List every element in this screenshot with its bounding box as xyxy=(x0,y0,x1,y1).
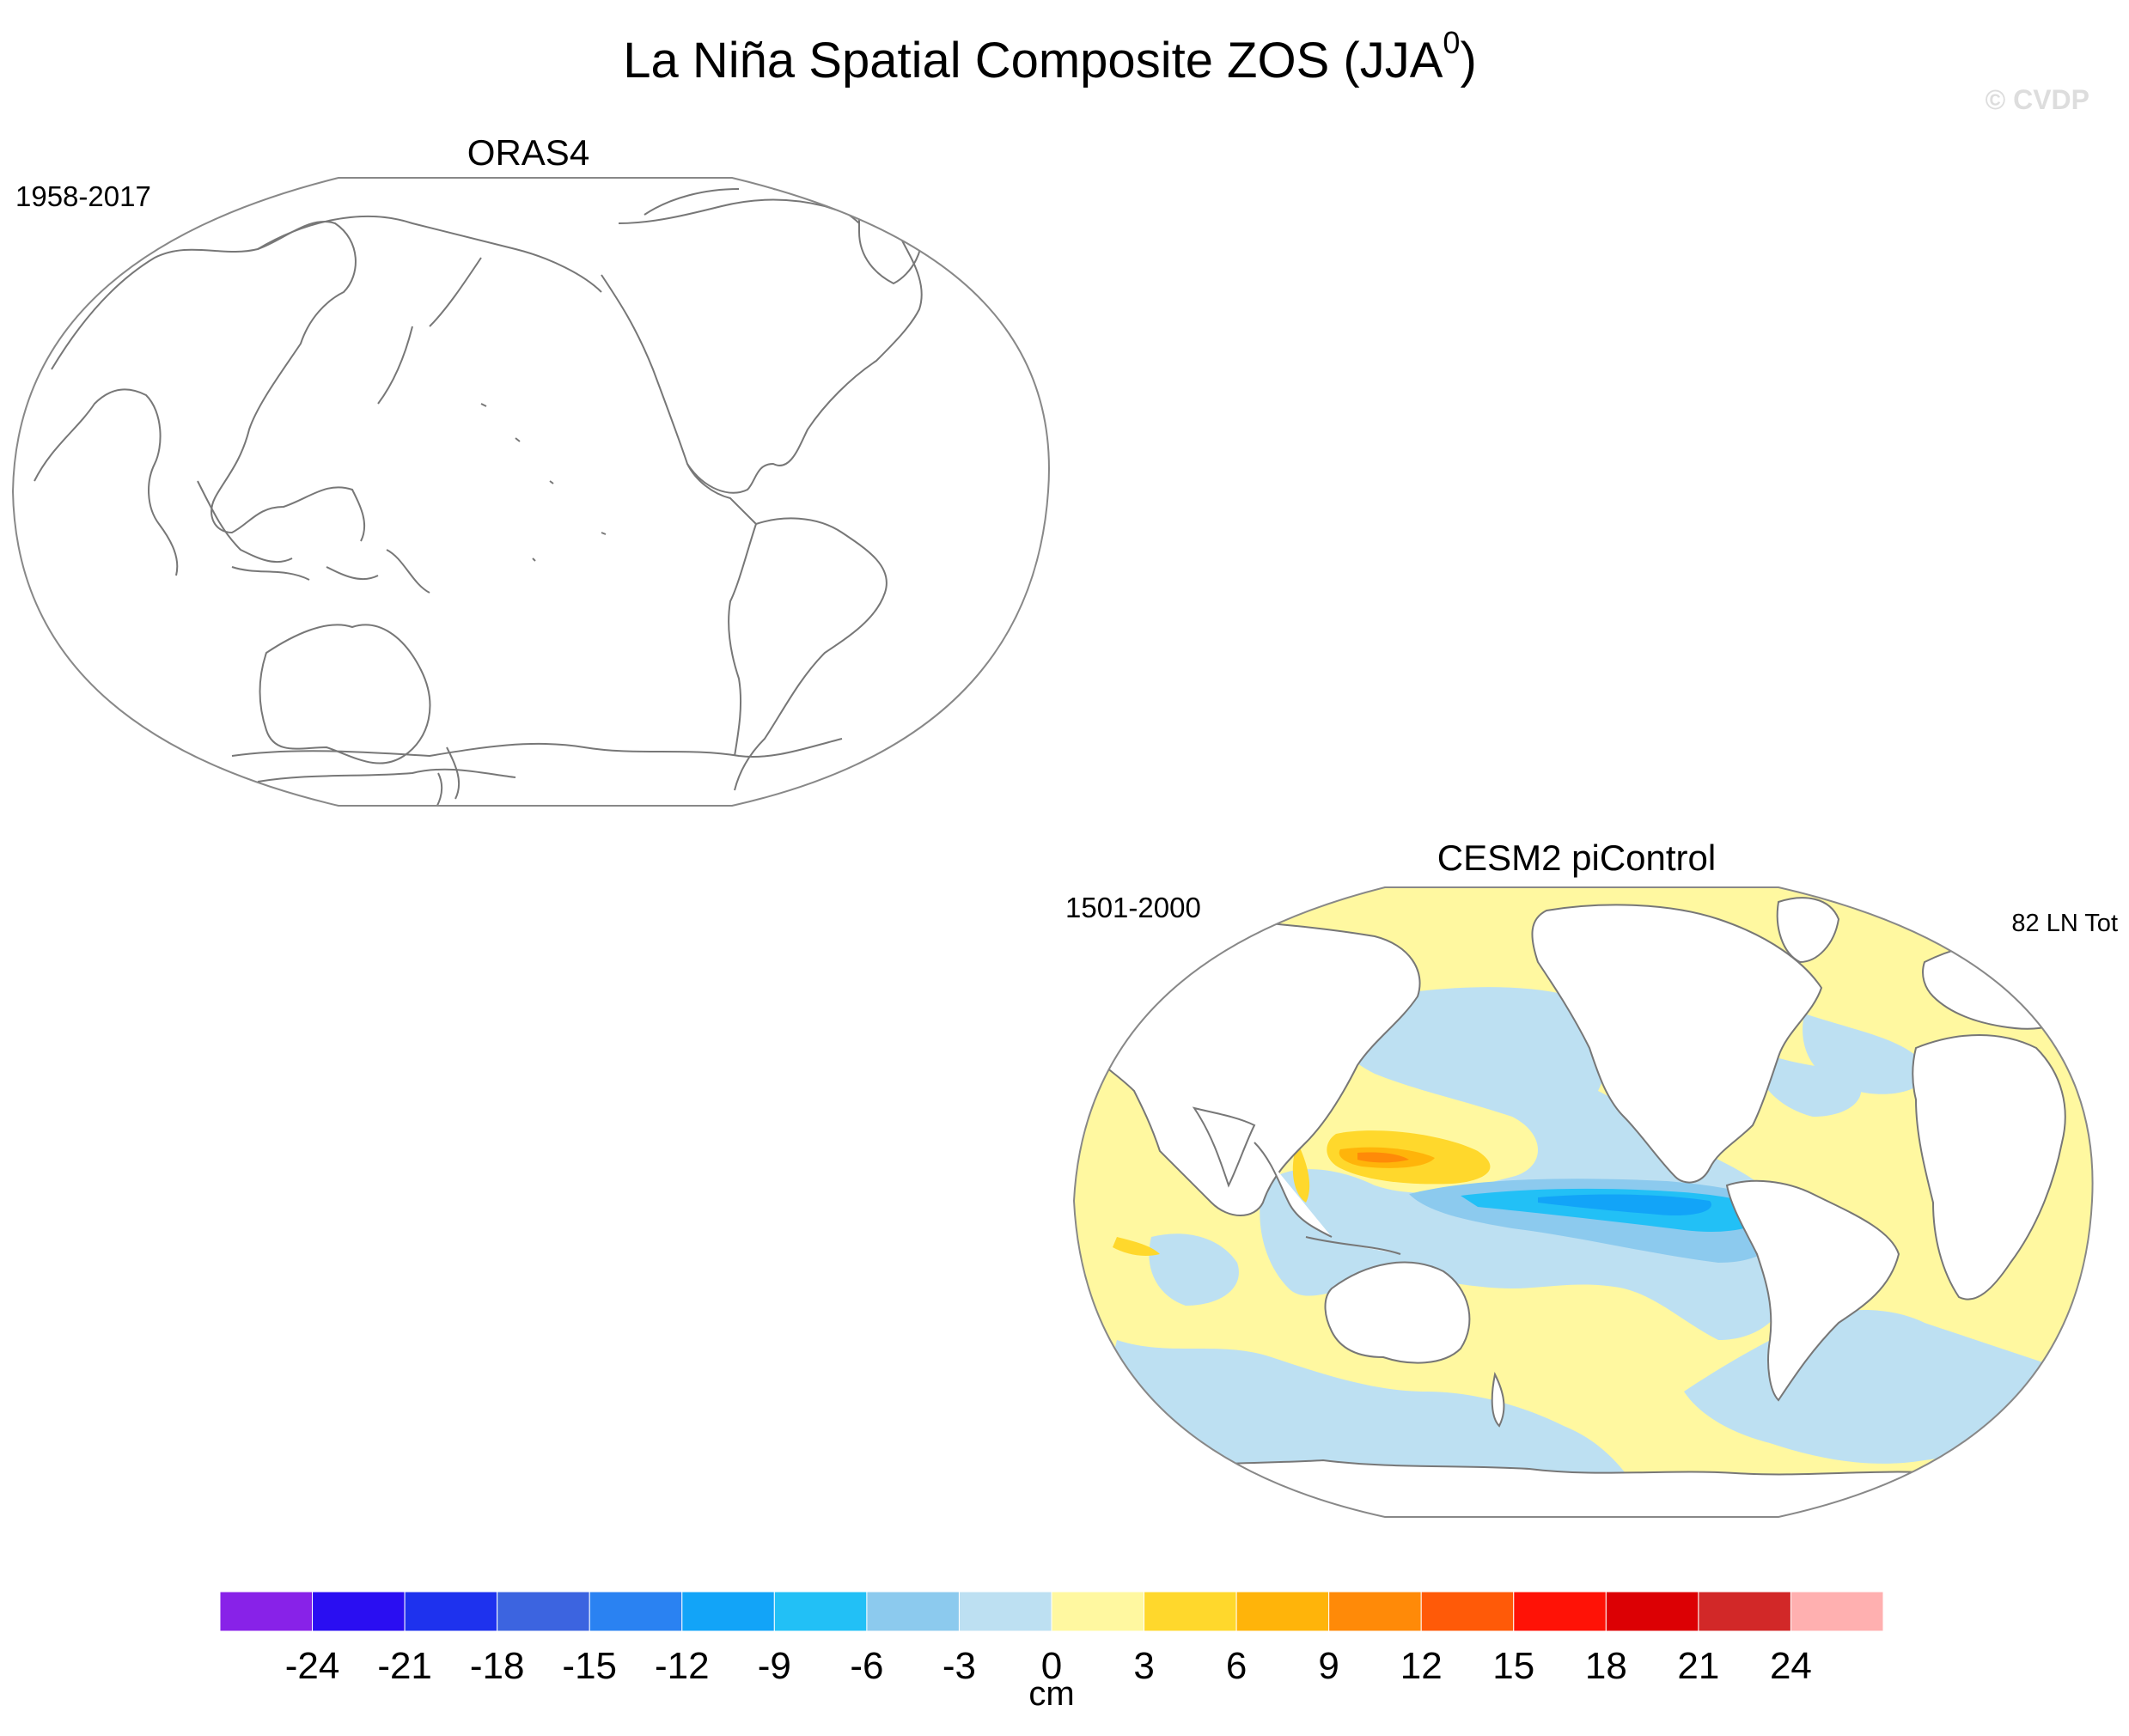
colorbar-box xyxy=(1420,1591,1515,1632)
colorbar-box xyxy=(1051,1591,1145,1632)
panel-title: CESM2 piControl xyxy=(1437,838,1716,878)
panel-title: ORAS4 xyxy=(467,132,589,173)
colorbar-box xyxy=(1235,1591,1330,1632)
colorbar-box xyxy=(958,1591,1052,1632)
colorbar-tick-label: -21 xyxy=(377,1645,432,1687)
colorbar-box xyxy=(1513,1591,1607,1632)
colorbar-box xyxy=(681,1591,775,1632)
map-frame xyxy=(11,177,1050,807)
watermark: © CVDP xyxy=(1986,84,2089,115)
colorbar-tick-label: -15 xyxy=(562,1645,617,1687)
colorbar-tick-label: 9 xyxy=(1318,1645,1339,1687)
colorbar-box xyxy=(1144,1591,1237,1632)
colorbar-tick-label: -24 xyxy=(285,1645,340,1687)
colorbar-tick-label: 15 xyxy=(1492,1645,1534,1687)
colorbar-box xyxy=(589,1591,683,1632)
colorbar-tick-label: 0 xyxy=(1041,1645,1062,1687)
panel-count: 82 LN Tot xyxy=(2011,910,2118,937)
colorbar-unit: cm xyxy=(1028,1675,1074,1713)
colorbar-tick-label: -6 xyxy=(850,1645,883,1687)
colorbar-box xyxy=(312,1591,406,1632)
colorbar-box xyxy=(1698,1591,1791,1632)
colorbar-tick-label: 3 xyxy=(1133,1645,1154,1687)
colorbar-box xyxy=(866,1591,960,1632)
map-panel-oras4: ORAS4 1958-2017 xyxy=(11,132,1050,807)
colorbar-tick-label: -18 xyxy=(470,1645,525,1687)
colorbar-labels: -24 -21 -18 -15 -12 -9 -6 -3 0 3 6 9 12 15 18 21 24 xyxy=(285,1645,1812,1687)
composite-field xyxy=(1074,887,2093,1517)
map-frame xyxy=(1072,886,2094,1518)
colorbar-tick-label: -12 xyxy=(655,1645,710,1687)
colorbar-tick-label: 6 xyxy=(1226,1645,1247,1687)
figure-title: La Niña Spatial Composite ZOS (JJA0) xyxy=(623,25,1477,88)
panel-years: 1501-2000 xyxy=(1065,892,1201,923)
colorbar-boxes xyxy=(219,1591,1884,1632)
colorbar-tick-label: 12 xyxy=(1400,1645,1443,1687)
colorbar-tick-label: 24 xyxy=(1770,1645,1812,1687)
colorbar-box xyxy=(1790,1591,1884,1632)
colorbar-tick-label: -3 xyxy=(942,1645,976,1687)
panel-years: 1958-2017 xyxy=(15,180,151,212)
coastlines xyxy=(34,188,923,806)
colorbar-box xyxy=(497,1591,590,1632)
colorbar-box xyxy=(1328,1591,1422,1632)
map-panel-cesm2: CESM2 piControl 1501-2000 82 LN Tot xyxy=(1065,838,2118,1518)
colorbar-box xyxy=(219,1591,314,1632)
colorbar-tick-label: 21 xyxy=(1677,1645,1719,1687)
colorbar: -24 -21 -18 -15 -12 -9 -6 -3 0 3 6 9 12 15 18 21 24 cm xyxy=(219,1591,1884,1713)
colorbar-box xyxy=(1605,1591,1699,1632)
colorbar-tick-label: 18 xyxy=(1585,1645,1627,1687)
colorbar-box xyxy=(773,1591,868,1632)
colorbar-box xyxy=(404,1591,498,1632)
colorbar-tick-label: -9 xyxy=(758,1645,791,1687)
